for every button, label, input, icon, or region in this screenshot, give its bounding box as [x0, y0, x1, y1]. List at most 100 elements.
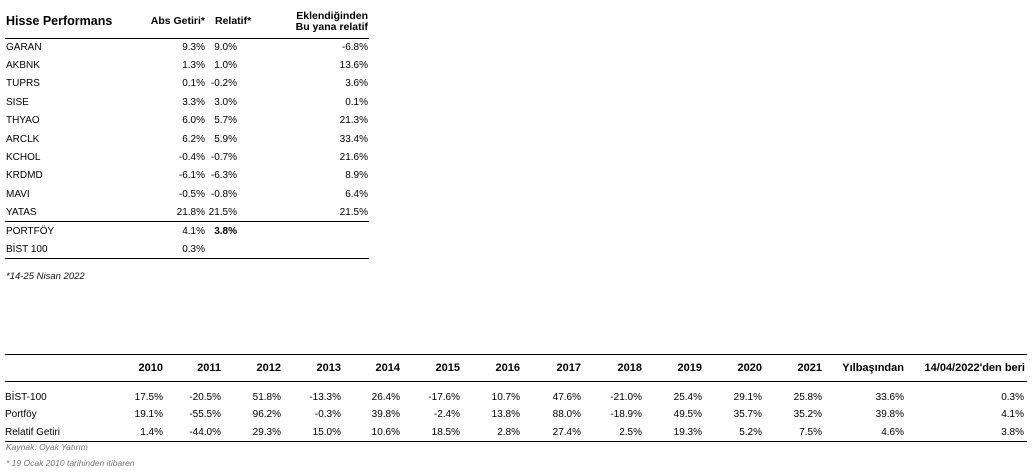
table-row: Portföy 19.1% -55.5% 96.2% -0.3% 39.8% -… — [5, 406, 1027, 424]
since-added-value: 8.9% — [345, 170, 368, 182]
relative-value: 5.7% — [214, 115, 237, 127]
abs-return-value: 21.8% — [135, 203, 207, 223]
stock-ticker: GARAN — [6, 41, 42, 53]
table-row: GARAN 9.3% 9.0% -6.8% — [5, 38, 369, 56]
table-cell: -20.5% — [189, 391, 221, 403]
stock-performance-table: Hisse Performans Abs Getiri* Relatif* Ek… — [5, 10, 369, 260]
abs-return-column-header: Abs Getiri* — [135, 10, 207, 39]
since-added-value: 13.6% — [339, 60, 368, 72]
table-cell: 0.3% — [1001, 391, 1024, 403]
table-cell: 19.1% — [134, 409, 163, 421]
table-row: AKBNK 1.3% 1.0% 13.6% — [5, 56, 369, 74]
abs-return-value: -6.1% — [178, 170, 205, 182]
abs-return-value: -0.4% — [178, 152, 205, 164]
table-row: Relatif Getiri 1.4% -44.0% 29.3% 15.0% 1… — [5, 423, 1027, 442]
performance-header-row: Hisse Performans Abs Getiri* Relatif* Ek… — [5, 10, 369, 39]
index-abs-return: 0.3% — [135, 240, 207, 260]
table-row: BİST-100 17.5% -20.5% 51.8% -13.3% 26.4%… — [5, 389, 1027, 407]
year-header: 2016 — [463, 354, 523, 382]
year-header: 2010 — [109, 354, 166, 382]
since-added-header-line1: Eklendiğinden — [296, 10, 368, 22]
table-cell: 35.2% — [793, 409, 822, 421]
year-header: 2013 — [284, 354, 344, 382]
stock-ticker: MAVI — [6, 188, 30, 200]
abs-return-value: 1.3% — [182, 60, 205, 72]
table-cell: 49.5% — [673, 409, 702, 421]
table-row: TUPRS 0.1% -0.2% 3.6% — [5, 75, 369, 93]
table-cell: -17.6% — [428, 391, 460, 403]
table-row: SISE 3.3% 3.0% 0.1% — [5, 93, 369, 111]
table-cell: 47.6% — [552, 391, 581, 403]
table-cell: -21.0% — [610, 391, 642, 403]
table-cell: 10.6% — [344, 423, 403, 442]
relative-value: 1.0% — [214, 60, 237, 72]
index-relative — [207, 240, 271, 260]
source-note: Kaynak: Oyak Yatırım — [6, 442, 88, 452]
table-row: MAVI -0.5% -0.8% 6.4% — [5, 185, 369, 203]
period-note: *14-25 Nisan 2022 — [6, 271, 85, 282]
yearly-returns-table: 2010 2011 2012 2013 2014 2015 2016 2017 … — [5, 354, 1027, 442]
year-header: 2015 — [403, 354, 463, 382]
relative-value: -6.3% — [210, 170, 237, 182]
abs-return-value: 0.1% — [182, 78, 205, 90]
index-row: BİST 100 0.3% — [5, 240, 369, 260]
since-added-value: 21.6% — [339, 152, 368, 164]
table-cell: -2.4% — [433, 409, 460, 421]
year-header: 2019 — [645, 354, 705, 382]
since-added-header-line2: Bu yana relatif — [295, 21, 368, 33]
table-row: THYAO 6.0% 5.7% 21.3% — [5, 112, 369, 130]
portfolio-label: PORTFÖY — [6, 225, 55, 237]
year-header: 2018 — [584, 354, 645, 382]
table-cell: 1.4% — [109, 423, 166, 442]
portfolio-relative: 3.8% — [214, 225, 237, 237]
abs-return-value: 6.2% — [182, 133, 205, 145]
table-cell: 13.8% — [491, 409, 520, 421]
table-cell: 10.7% — [491, 391, 520, 403]
abs-return-value: 3.3% — [182, 96, 205, 108]
table-row: KRDMD -6.1% -6.3% 8.9% — [5, 167, 369, 185]
table-cell: 19.3% — [645, 423, 705, 442]
stock-ticker: AKBNK — [6, 60, 40, 72]
table-cell: 17.5% — [134, 391, 163, 403]
table-cell: 39.8% — [371, 409, 400, 421]
year-header: 2017 — [523, 354, 584, 382]
stock-ticker: KRDMD — [6, 170, 43, 182]
table-cell: 25.4% — [673, 391, 702, 403]
yearly-header-row: 2010 2011 2012 2013 2014 2015 2016 2017 … — [5, 354, 1027, 382]
start-date-note: * 19 Ocak 2010 tarihinden itibaren — [6, 458, 135, 468]
table-cell: 4.6% — [825, 423, 907, 442]
table-cell: 25.8% — [793, 391, 822, 403]
stock-ticker: ARCLK — [6, 133, 40, 145]
abs-return-value: 9.3% — [182, 41, 205, 53]
stock-column-header: Hisse Performans — [5, 10, 135, 39]
table-cell: 5.2% — [705, 423, 765, 442]
table-cell: 7.5% — [765, 423, 825, 442]
table-cell: 51.8% — [252, 391, 281, 403]
row-label: BİST-100 — [5, 391, 47, 403]
relative-column-header: Relatif* — [207, 10, 271, 39]
row-label: Relatif Getiri — [5, 423, 109, 442]
table-cell: 2.5% — [584, 423, 645, 442]
year-header: 2011 — [166, 354, 224, 382]
table-cell: 4.1% — [1001, 409, 1024, 421]
table-cell: 3.8% — [907, 423, 1027, 442]
relative-value: 9.0% — [214, 41, 237, 53]
stock-ticker: KCHOL — [6, 152, 41, 164]
table-cell: 88.0% — [552, 409, 581, 421]
table-cell: 15.0% — [284, 423, 344, 442]
table-cell: -13.3% — [309, 391, 341, 403]
since-added-value: 6.4% — [345, 188, 368, 200]
table-row: YATAS 21.8% 21.5% 21.5% — [5, 203, 369, 223]
ytd-header: Yılbaşından — [825, 354, 907, 382]
relative-value: 5.9% — [214, 133, 237, 145]
row-label: Portföy — [5, 409, 37, 421]
stock-ticker: THYAO — [6, 115, 40, 127]
abs-return-value: 6.0% — [182, 115, 205, 127]
since-date-header: 14/04/2022'den beri — [907, 354, 1027, 382]
table-cell: -0.3% — [314, 409, 341, 421]
stock-ticker: TUPRS — [6, 78, 40, 90]
table-row: ARCLK 6.2% 5.9% 33.4% — [5, 130, 369, 148]
table-cell: 27.4% — [523, 423, 584, 442]
table-cell: 29.3% — [224, 423, 284, 442]
index-label: BİST 100 — [5, 240, 135, 260]
